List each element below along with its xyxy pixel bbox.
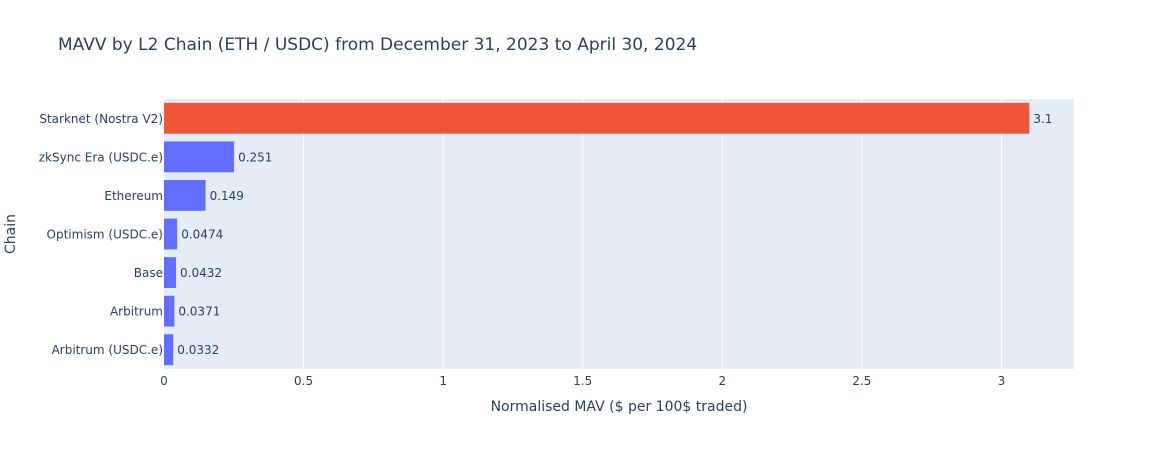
y-tick-label: Base <box>134 266 163 280</box>
bar <box>164 141 235 173</box>
y-tick-label: Starknet (Nostra V2) <box>39 112 163 126</box>
x-axis-title: Normalised MAV ($ per 100$ traded) <box>491 399 748 415</box>
data-label: 0.0474 <box>181 228 223 242</box>
y-tick-label: Ethereum <box>104 189 163 203</box>
y-tick-label: Arbitrum <box>110 305 163 319</box>
y-tick-label: zkSync Era (USDC.e) <box>39 150 163 164</box>
data-label: 3.1 <box>1033 112 1052 126</box>
bar <box>164 218 178 250</box>
bar <box>164 180 206 211</box>
data-label: 0.251 <box>238 150 272 164</box>
x-tick-label: 0 <box>160 374 168 388</box>
data-label: 0.0332 <box>177 343 219 357</box>
grid-lines <box>303 99 1002 369</box>
x-tick-labels: 0 0.5 1 1.5 2 2.5 3 <box>160 374 1005 388</box>
data-labels: 3.1 0.251 0.149 0.0474 0.0432 0.0371 0.0332 <box>177 112 1052 357</box>
plot-background <box>164 99 1074 369</box>
bar <box>164 257 177 288</box>
y-axis-title: Chain <box>3 214 19 254</box>
x-tick-label: 1 <box>439 374 447 388</box>
x-tick-label: 2.5 <box>852 374 871 388</box>
bars <box>164 102 1030 366</box>
y-tick-label: Arbitrum (USDC.e) <box>52 343 163 357</box>
x-tick-label: 3 <box>998 374 1006 388</box>
data-label: 0.0371 <box>178 305 220 319</box>
chart-title: MAVV by L2 Chain (ETH / USDC) from Decem… <box>58 35 697 55</box>
y-tick-label: Optimism (USDC.e) <box>47 228 163 242</box>
x-tick-label: 1.5 <box>573 374 592 388</box>
x-tick-label: 0.5 <box>294 374 313 388</box>
data-label: 0.149 <box>210 189 244 203</box>
y-tick-labels: Starknet (Nostra V2) zkSync Era (USDC.e) E… <box>39 112 163 357</box>
bar <box>164 334 174 366</box>
x-tick-label: 2 <box>718 374 726 388</box>
bar <box>164 295 175 327</box>
data-label: 0.0432 <box>180 266 222 280</box>
bar <box>164 102 1030 134</box>
